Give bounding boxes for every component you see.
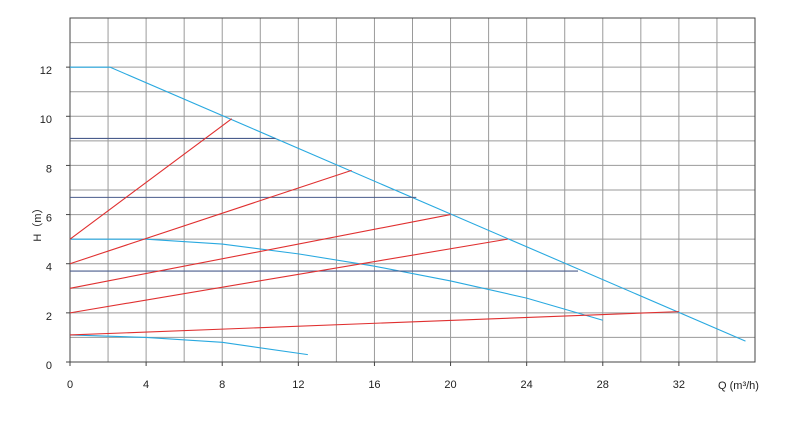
- y-tick-label: 4: [46, 262, 52, 274]
- x-axis-label: Q (m³/h): [718, 380, 759, 392]
- y-tick-label: 2: [46, 311, 52, 323]
- x-tick-label: 0: [67, 379, 73, 391]
- x-tick-label: 20: [444, 379, 456, 391]
- series-line: [70, 66, 746, 342]
- y-tick-label: 6: [46, 212, 52, 224]
- x-tick-label: 12: [292, 379, 304, 391]
- x-tick-label: 16: [368, 379, 380, 391]
- x-tick-label: 24: [521, 379, 533, 391]
- x-tick-label: 4: [143, 379, 149, 391]
- y-tick-label: 8: [46, 163, 52, 175]
- series-line: [69, 311, 679, 336]
- x-tick-label: 28: [597, 379, 609, 391]
- y-tick-label: 12: [40, 65, 52, 77]
- y-tick-label: 10: [40, 114, 52, 126]
- series-line: [69, 214, 451, 289]
- series-line: [69, 118, 233, 240]
- series-line: [70, 238, 603, 321]
- series-line: [69, 238, 508, 314]
- series-line: [69, 334, 308, 356]
- y-axis-label: H（m）: [31, 202, 44, 241]
- plot-border: [69, 17, 756, 363]
- x-tick-label: 8: [219, 379, 225, 391]
- y-tick-label: 0: [46, 360, 52, 372]
- x-tick-label: 32: [673, 379, 685, 391]
- series-line: [69, 169, 352, 265]
